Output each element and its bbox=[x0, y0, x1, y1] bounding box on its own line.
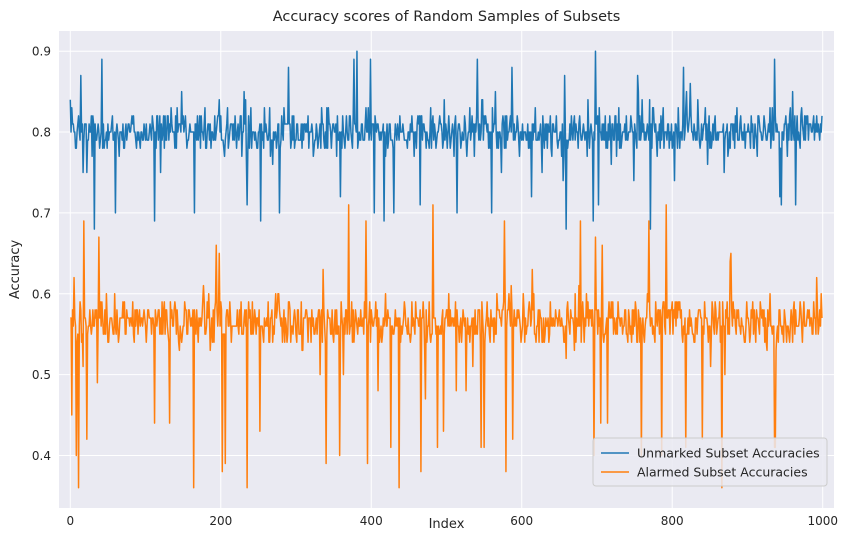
y-tick-label: 0.6 bbox=[32, 287, 51, 301]
chart-title: Accuracy scores of Random Samples of Sub… bbox=[273, 9, 621, 25]
x-tick-labels: 0 200 400 600 800 1000 bbox=[66, 514, 838, 528]
x-tick-label: 800 bbox=[661, 514, 684, 528]
series-line-unmarked bbox=[69, 50, 823, 230]
y-axis-label: Accuracy bbox=[8, 240, 23, 300]
x-axis-label: Index bbox=[429, 517, 465, 532]
series-layer bbox=[69, 50, 823, 489]
legend-label-unmarked: Unmarked Subset Accuracies bbox=[637, 446, 820, 461]
y-tick-label: 0.8 bbox=[32, 126, 51, 140]
legend-box bbox=[592, 437, 828, 487]
x-tick-label: 400 bbox=[360, 514, 383, 528]
series-line-alarmed bbox=[70, 204, 823, 489]
x-tick-label: 200 bbox=[209, 514, 232, 528]
y-tick-label: 0.9 bbox=[32, 45, 51, 59]
plot-area bbox=[59, 31, 834, 508]
x-tick-label: 0 bbox=[66, 514, 74, 528]
x-tick-label: 1000 bbox=[807, 514, 838, 528]
y-tick-label: 0.5 bbox=[32, 368, 51, 382]
legend-label-alarmed: Alarmed Subset Accuracies bbox=[637, 465, 808, 480]
y-tick-label: 0.7 bbox=[32, 206, 51, 220]
y-tick-labels: 0.4 0.5 0.6 0.7 0.8 0.9 bbox=[32, 45, 51, 463]
y-tick-label: 0.4 bbox=[32, 449, 51, 463]
legend: Unmarked Subset Accuracies Alarmed Subse… bbox=[592, 437, 828, 487]
x-tick-label: 600 bbox=[510, 514, 533, 528]
